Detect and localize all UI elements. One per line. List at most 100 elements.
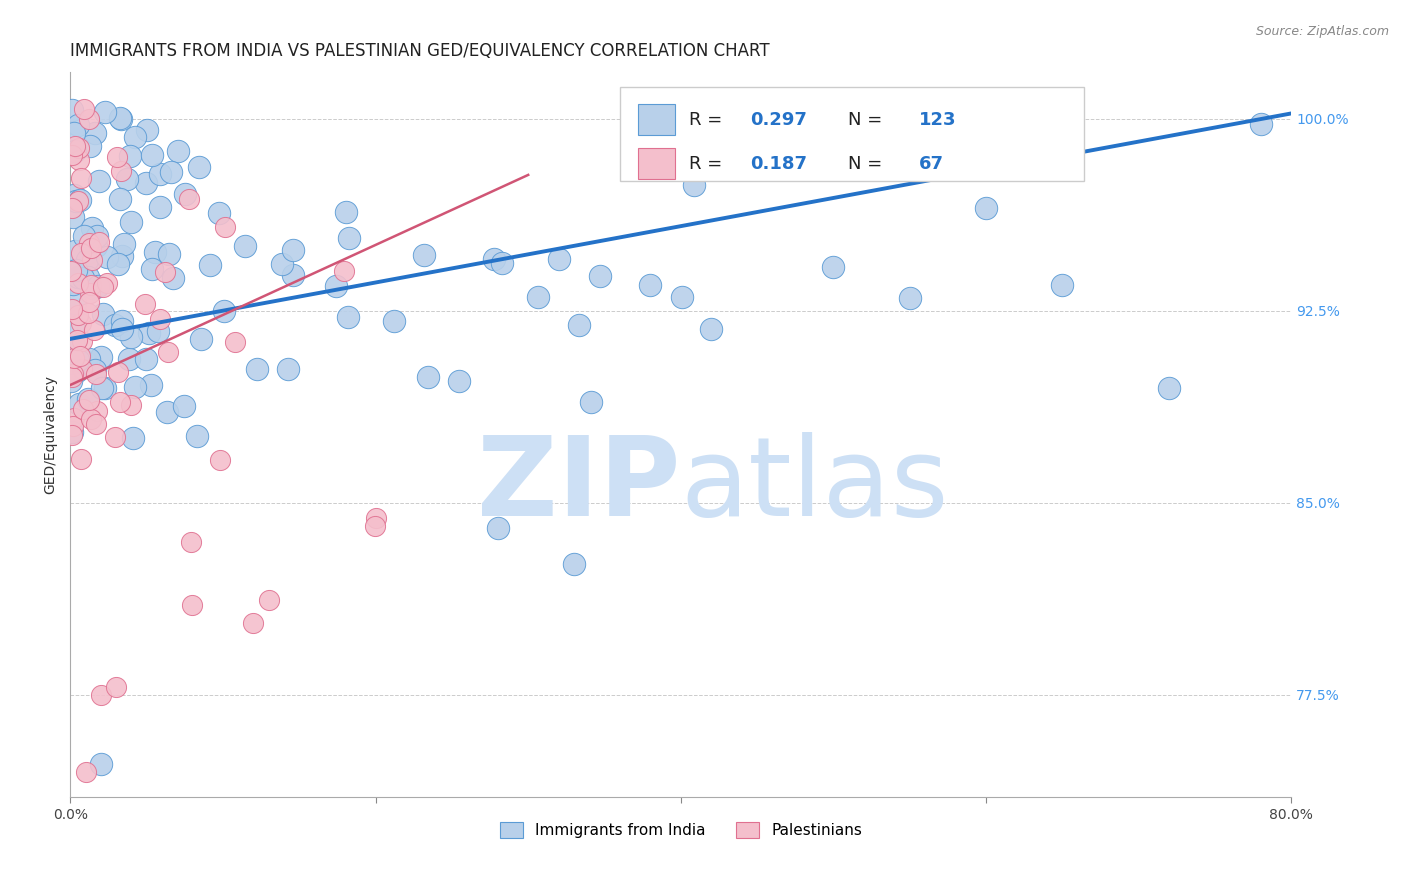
Point	[177, 193, 200, 207]
Point	[86, 367, 108, 381]
Point	[60, 374, 83, 388]
Point	[589, 268, 612, 283]
Point	[73, 228, 96, 243]
Text: Source: ZipAtlas.com: Source: ZipAtlas.com	[1256, 25, 1389, 38]
Point	[70, 171, 93, 186]
Point	[59, 264, 82, 278]
Point	[141, 378, 163, 392]
Point	[84, 239, 107, 253]
Point	[62, 367, 84, 381]
Point	[111, 322, 134, 336]
Point	[84, 417, 107, 432]
Point	[63, 139, 86, 153]
Point	[69, 193, 91, 207]
Point	[186, 429, 208, 443]
Point	[527, 290, 550, 304]
Point	[62, 351, 84, 365]
Point	[93, 381, 115, 395]
Point	[124, 380, 146, 394]
Point	[486, 521, 509, 535]
Point	[80, 221, 103, 235]
Point	[682, 178, 704, 192]
Point	[115, 172, 138, 186]
Point	[447, 374, 470, 388]
Point	[179, 534, 201, 549]
Point	[67, 270, 90, 285]
FancyBboxPatch shape	[620, 87, 1084, 181]
Point	[60, 428, 83, 442]
Point	[135, 176, 157, 190]
Point	[66, 364, 89, 378]
Point	[62, 210, 84, 224]
Point	[579, 395, 602, 409]
Point	[112, 237, 135, 252]
Point	[60, 425, 83, 439]
Point	[120, 215, 142, 229]
Point	[66, 276, 89, 290]
Point	[700, 321, 723, 335]
Point	[67, 353, 90, 368]
Point	[1052, 278, 1074, 293]
Point	[208, 452, 231, 467]
Point	[1250, 117, 1272, 131]
Point	[271, 257, 294, 271]
Point	[82, 252, 104, 267]
Point	[134, 296, 156, 310]
Point	[111, 313, 134, 327]
Point	[67, 153, 90, 167]
Point	[382, 314, 405, 328]
Point	[90, 350, 112, 364]
Point	[120, 398, 142, 412]
Point	[108, 394, 131, 409]
Point	[67, 194, 90, 208]
Text: N =: N =	[848, 111, 889, 128]
Point	[208, 206, 231, 220]
Point	[62, 301, 84, 316]
Point	[60, 201, 83, 215]
Point	[62, 126, 84, 140]
Point	[124, 129, 146, 144]
Point	[77, 351, 100, 366]
Point	[60, 147, 83, 161]
Point	[84, 363, 107, 377]
Text: N =: N =	[848, 154, 889, 173]
Point	[75, 355, 97, 369]
Point	[482, 252, 505, 266]
Point	[281, 244, 304, 258]
Point	[72, 271, 94, 285]
Point	[104, 430, 127, 444]
Point	[335, 205, 357, 219]
Text: atlas: atlas	[681, 433, 949, 539]
Point	[974, 201, 997, 215]
Point	[67, 397, 90, 411]
Point	[60, 103, 83, 117]
FancyBboxPatch shape	[638, 104, 675, 136]
Point	[60, 369, 83, 384]
Point	[80, 411, 103, 425]
Point	[67, 118, 90, 132]
Point	[214, 220, 236, 235]
Text: IMMIGRANTS FROM INDIA VS PALESTINIAN GED/EQUIVALENCY CORRELATION CHART: IMMIGRANTS FROM INDIA VS PALESTINIAN GED…	[70, 42, 770, 60]
Point	[190, 332, 212, 346]
Point	[96, 277, 118, 291]
Point	[65, 262, 87, 277]
Point	[105, 680, 128, 694]
Point	[67, 308, 90, 322]
Point	[174, 186, 197, 201]
Point	[69, 349, 91, 363]
Point	[198, 258, 221, 272]
Point	[76, 392, 98, 406]
Point	[79, 139, 101, 153]
Point	[60, 356, 83, 370]
Point	[107, 365, 129, 379]
Point	[122, 431, 145, 445]
Point	[337, 231, 360, 245]
Point	[77, 306, 100, 320]
Point	[157, 344, 180, 359]
Point	[823, 260, 845, 274]
Point	[72, 102, 94, 116]
Point	[90, 381, 112, 395]
Point	[336, 310, 359, 324]
Point	[188, 160, 211, 174]
Point	[90, 688, 112, 702]
